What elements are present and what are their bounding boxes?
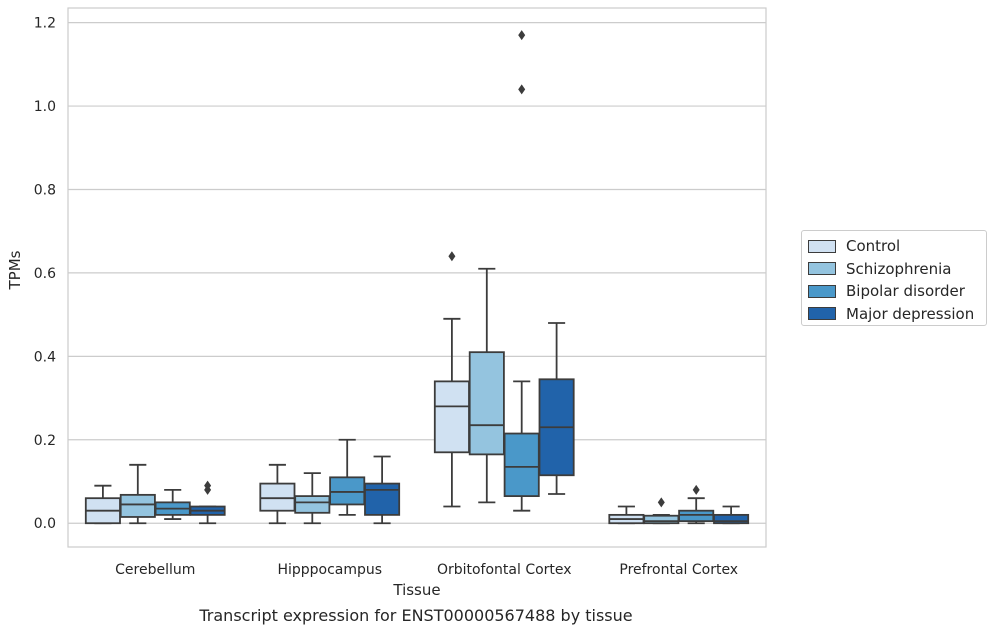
y-tick-label: 0.4: [34, 349, 56, 365]
box-2-0: [154, 488, 191, 520]
legend-label: Schizophrenia: [846, 259, 952, 278]
outlier-point: [518, 30, 526, 41]
legend-item: Major depression: [808, 303, 980, 326]
outlier-point: [204, 480, 212, 491]
y-tick-label: 0.6: [34, 266, 56, 282]
x-tick-label: Orbitofontal Cortex: [437, 562, 572, 578]
y-tick-label: 0.8: [34, 182, 56, 198]
legend-label: Major depression: [846, 304, 975, 323]
box-iqr: [294, 495, 331, 514]
box-2-2: [503, 30, 540, 512]
box-iqr: [503, 432, 540, 498]
box-iqr: [119, 493, 156, 518]
box-iqr: [329, 476, 366, 506]
box-0-0: [84, 484, 121, 525]
chart-caption: Transcript expression for ENST0000056748…: [199, 606, 633, 625]
legend: Control Schizophrenia Bipolar disorder Majo…: [801, 230, 987, 326]
legend-item: Bipolar disorder: [808, 280, 980, 303]
legend-swatch: [808, 239, 836, 253]
box-1-1: [294, 472, 331, 525]
x-tick-label: Cerebellum: [115, 562, 195, 578]
box-iqr: [433, 380, 470, 454]
box-iqr: [643, 514, 680, 525]
legend-label: Control: [846, 237, 901, 256]
box-1-0: [119, 463, 156, 525]
plot-frame: [67, 7, 767, 548]
box-3-2: [538, 322, 575, 495]
outlier-point: [657, 497, 665, 508]
outlier-point: [448, 251, 456, 262]
box-iqr: [678, 509, 715, 523]
box-3-0: [189, 480, 226, 525]
outlier-point: [692, 484, 700, 495]
box-iqr: [713, 513, 750, 525]
legend-item: Schizophrenia: [808, 258, 980, 281]
box-1-2: [468, 267, 505, 504]
box-3-1: [364, 455, 401, 525]
box-2-3: [678, 484, 715, 525]
box-2-1: [329, 438, 366, 516]
box-3-3: [713, 505, 750, 525]
boxes: [84, 30, 750, 525]
y-tick-label: 1.0: [34, 99, 56, 115]
tick-labels: 0.0 0.2 0.4 0.6 0.8 1.0 1.2 Cerebellum Hipppocam…: [34, 16, 738, 578]
y-tick-label: 0.0: [34, 516, 56, 532]
legend-swatch: [808, 262, 836, 276]
legend-item: Control: [808, 235, 980, 258]
legend-swatch: [808, 307, 836, 321]
x-axis-label: Tissue: [392, 581, 440, 599]
box-0-1: [259, 463, 296, 525]
box-iqr: [364, 482, 401, 516]
outlier-point: [518, 84, 526, 95]
box-0-2: [433, 251, 470, 508]
box-1-3: [643, 497, 680, 525]
box-0-3: [608, 505, 645, 525]
legend-swatch: [808, 284, 836, 298]
box-iqr: [468, 351, 505, 456]
y-axis-label: TPMs: [6, 250, 24, 290]
y-tick-label: 1.2: [34, 16, 56, 32]
x-tick-label: Prefrontal Cortex: [619, 562, 738, 578]
x-tick-label: Hipppocampus: [277, 562, 382, 578]
gridlines: [68, 22, 766, 524]
y-tick-label: 0.2: [34, 433, 56, 449]
legend-label: Bipolar disorder: [846, 282, 965, 301]
box-iqr: [259, 482, 296, 512]
